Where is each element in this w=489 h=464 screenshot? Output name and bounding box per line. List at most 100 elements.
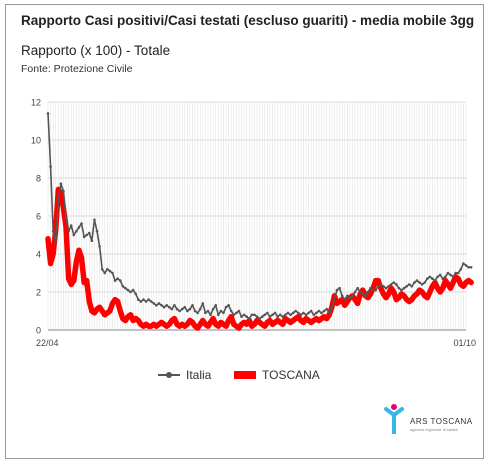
data-point-italia [299,313,303,317]
data-point-italia [260,315,264,319]
data-point-italia [436,275,439,279]
data-point-italia [142,298,145,301]
y-tick-label: 6 [36,212,41,222]
data-point-italia [59,182,63,185]
data-point-italia [113,279,117,282]
data-point-italia [268,315,272,319]
data-point-italia [175,307,179,311]
data-point-italia [95,229,99,233]
legend-swatch-italia [158,372,180,378]
legend-swatch-toscana [234,371,256,379]
chart-subtitle: Rapporto (x 100) - Totale [21,43,171,58]
data-point-italia [253,313,256,317]
data-point-italia [366,290,370,294]
chart-title: Rapporto Casi positivi/Casi testati (esc… [21,13,475,28]
data-point-italia [204,311,207,315]
data-point-italia [284,313,287,317]
data-point-italia [235,311,238,315]
data-point-italia [214,304,218,307]
data-point-italia [80,222,83,225]
data-point-italia [425,277,429,281]
data-point-italia [64,216,68,220]
y-tick-label: 0 [36,326,41,336]
data-point-italia [173,304,176,307]
data-point-italia [356,286,359,290]
data-point-italia [209,313,212,317]
data-point-italia [317,309,321,313]
data-point-italia [155,304,158,307]
data-point-italia [263,313,267,317]
data-point-italia [245,315,248,319]
data-point-italia [335,288,339,292]
data-point-italia [376,285,380,288]
data-point-italia [395,283,398,286]
data-point-italia [271,313,274,317]
data-point-italia [462,262,465,265]
legend-item-toscana[interactable]: TOSCANA [234,366,320,384]
data-point-italia [348,296,352,300]
data-point-italia [106,267,109,271]
data-point-italia [454,271,457,275]
data-point-italia [405,285,408,288]
data-point-italia [49,165,52,168]
data-point-italia [250,313,254,317]
data-point-italia [242,313,246,317]
data-point-italia [229,309,233,313]
data-point-italia [415,279,419,282]
data-point-italia [420,283,424,286]
data-point-italia [273,311,277,315]
data-point-italia [340,294,344,298]
data-point-italia [54,241,58,244]
data-point-italia [312,313,316,317]
data-point-italia [147,298,150,301]
y-tick-label: 4 [36,250,41,260]
data-point-italia [374,288,377,292]
data-point-italia [258,317,261,320]
data-point-italia [98,245,101,248]
data-point-italia [384,286,388,290]
data-point-italia [402,286,406,290]
data-point-italia [387,285,390,288]
data-point-italia [309,309,313,313]
data-point-italia [87,231,91,235]
data-point-italia [397,286,401,290]
data-point-italia [464,264,468,267]
data-point-italia [167,305,171,309]
data-point-italia [93,218,96,222]
data-point-italia [286,311,290,315]
data-point-italia [327,311,331,315]
x-axis: 22/04 01/10 [36,329,476,348]
data-point-italia [294,309,298,313]
data-point-italia [57,199,60,203]
data-point-italia [193,309,197,313]
data-point-italia [369,286,372,290]
data-point-italia [413,281,416,284]
data-point-italia [276,315,279,319]
data-point-italia [302,311,305,315]
data-point-italia [392,281,396,284]
data-point-italia [237,309,241,313]
data-point-italia [206,309,210,313]
data-point-italia [423,281,427,284]
data-point-italia [162,305,166,309]
data-point-italia [139,300,143,303]
data-point-italia [281,315,285,319]
chart-source: Fonte: Protezione Civile [21,63,133,75]
x-tick-label-start: 22/04 [36,338,59,348]
data-point-italia [186,309,189,313]
y-tick-label: 10 [31,136,41,146]
data-point-italia [144,300,148,303]
data-point-italia [201,302,205,305]
data-point-italia [103,271,107,275]
data-point-italia [131,288,135,292]
data-point-italia [72,233,76,237]
data-point-italia [111,271,114,275]
ars-toscana-logo: ARS TOSCANA agenzia regionale di sanità [382,403,472,443]
data-point-italia [449,273,452,277]
y-tick-label: 12 [31,98,41,108]
data-point-italia [353,290,357,294]
data-point-italia [51,229,55,233]
data-point-italia [351,294,354,298]
legend-item-italia[interactable]: Italia [158,366,211,384]
legend-label-italia: Italia [186,368,212,382]
